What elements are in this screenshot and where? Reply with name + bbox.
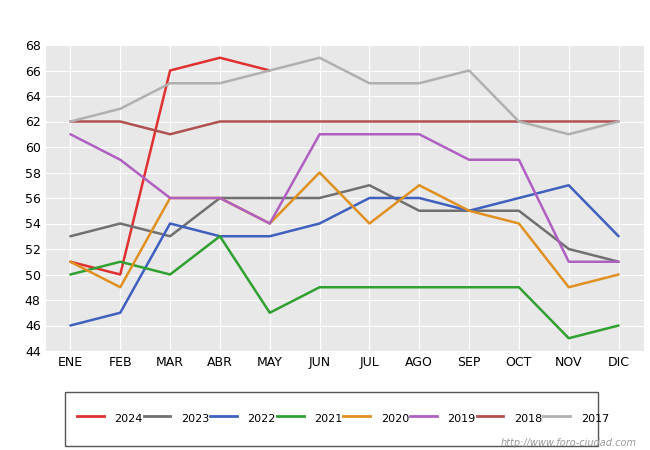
FancyBboxPatch shape — [65, 392, 598, 446]
Text: 2022: 2022 — [248, 414, 276, 423]
Text: 2019: 2019 — [447, 414, 476, 423]
Text: 2018: 2018 — [514, 414, 542, 423]
Text: Afiliados en Viladasens a 31/5/2024: Afiliados en Viladasens a 31/5/2024 — [188, 10, 462, 26]
Text: 2020: 2020 — [381, 414, 409, 423]
Text: http://www.foro-ciudad.com: http://www.foro-ciudad.com — [501, 438, 637, 448]
Text: 2017: 2017 — [580, 414, 609, 423]
Text: 2021: 2021 — [314, 414, 343, 423]
Text: 2024: 2024 — [114, 414, 143, 423]
Text: 2023: 2023 — [181, 414, 209, 423]
